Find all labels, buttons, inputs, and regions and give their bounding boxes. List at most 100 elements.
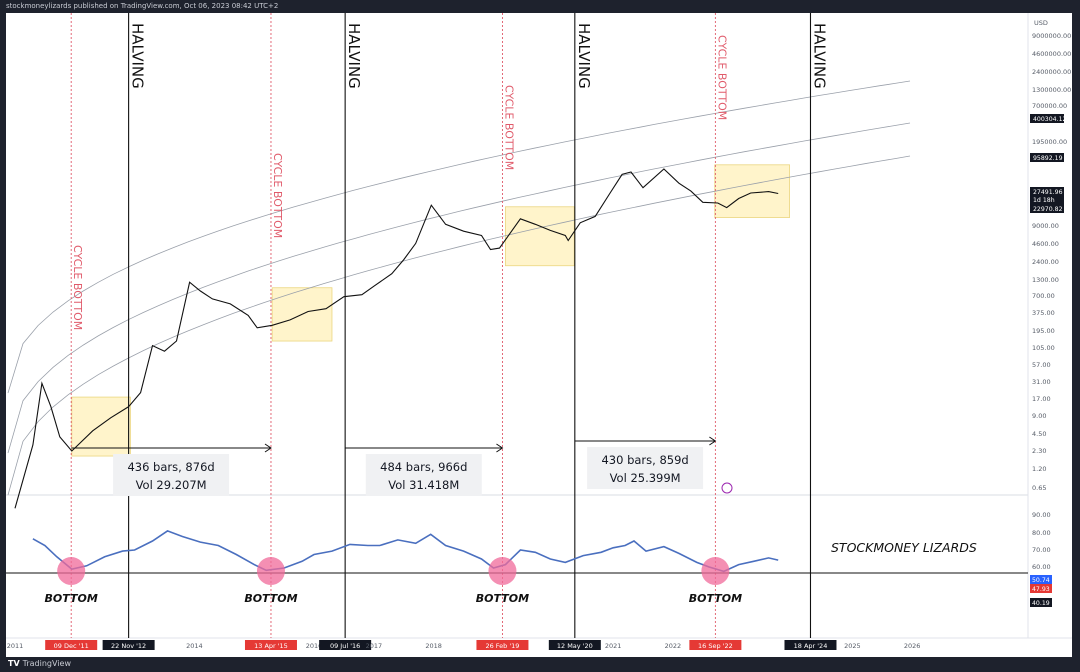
time-axis-tick: 2026 bbox=[904, 642, 921, 650]
price-axis-tick: 17.00 bbox=[1032, 395, 1051, 403]
price-axis-tick: 2.30 bbox=[1032, 447, 1046, 455]
time-axis-badge bbox=[548, 640, 601, 650]
price-axis-tick: 1.20 bbox=[1032, 465, 1046, 473]
oscillator-axis-tick: 70.00 bbox=[1032, 546, 1051, 554]
halving-label: HALVING bbox=[575, 23, 593, 89]
price-badge bbox=[1030, 187, 1064, 196]
time-axis-tick: 2022 bbox=[665, 642, 682, 650]
channel-middle-line bbox=[7, 122, 911, 454]
time-axis-badge bbox=[45, 640, 98, 650]
oscillator-axis-tick: 90.00 bbox=[1032, 511, 1051, 519]
price-badge bbox=[1030, 114, 1064, 123]
price-series-line bbox=[14, 168, 779, 509]
price-axis-tick: 2400000.00 bbox=[1032, 68, 1071, 76]
price-axis-tick: 0.65 bbox=[1032, 484, 1046, 492]
price-axis-tick: 700000.00 bbox=[1032, 102, 1067, 110]
price-axis-tick: 375.00 bbox=[1032, 309, 1055, 317]
bottom-label: BOTTOM bbox=[689, 592, 742, 605]
bottom-label: BOTTOM bbox=[45, 592, 98, 605]
price-axis-tick: 4600.00 bbox=[1032, 240, 1059, 248]
price-axis-tick: 57.00 bbox=[1032, 361, 1051, 369]
price-badge-text: 95892.19 bbox=[1033, 155, 1063, 162]
time-axis-badge bbox=[102, 640, 155, 650]
price-axis-tick: 195000.00 bbox=[1032, 138, 1067, 146]
oscillator-series-line bbox=[32, 530, 779, 573]
accumulation-zone bbox=[714, 164, 790, 218]
accumulation-zone bbox=[505, 206, 575, 267]
time-axis-tick: 2014 bbox=[186, 642, 203, 650]
indicator-marker-icon bbox=[721, 482, 733, 494]
bottom-label: BOTTOM bbox=[476, 592, 529, 605]
oscillator-axis-tick: 60.00 bbox=[1032, 563, 1051, 571]
time-axis-tick: 2011 bbox=[7, 642, 24, 650]
time-axis-tick: 2025 bbox=[844, 642, 861, 650]
price-badge bbox=[1030, 195, 1064, 204]
channel-upper-line bbox=[7, 80, 911, 394]
price-axis-tick: 105.00 bbox=[1032, 344, 1055, 352]
oscillator-badge bbox=[1030, 598, 1052, 607]
time-axis-badge-text: 16 Sep '22 bbox=[698, 642, 733, 650]
halving-label: HALVING bbox=[345, 23, 363, 89]
measure-box bbox=[365, 454, 482, 496]
measure-vol-text: Vol 31.418M bbox=[388, 478, 459, 492]
time-axis-badge-text: 22 Nov '12 bbox=[111, 642, 146, 650]
bottom-circle-marker bbox=[256, 557, 285, 586]
currency-label: USD bbox=[1034, 19, 1048, 27]
measure-box bbox=[113, 454, 230, 496]
time-axis-badge bbox=[244, 640, 297, 650]
oscillator-badge bbox=[1030, 575, 1052, 584]
footer-logo-text: TradingView bbox=[22, 659, 71, 668]
bottom-circle-marker bbox=[57, 557, 86, 586]
measure-bars-text: 436 bars, 876d bbox=[127, 460, 214, 474]
time-axis-badge bbox=[319, 640, 372, 650]
price-axis-tick: 2400.00 bbox=[1032, 258, 1059, 266]
oscillator-axis-tick: 80.00 bbox=[1032, 529, 1051, 537]
time-axis-badge bbox=[476, 640, 529, 650]
bottom-circle-marker bbox=[488, 557, 517, 586]
price-badge bbox=[1030, 204, 1064, 213]
time-axis-badge bbox=[784, 640, 837, 650]
measure-bars-text: 484 bars, 966d bbox=[380, 460, 467, 474]
published-caption: stockmoneylizards published on TradingVi… bbox=[6, 2, 279, 10]
price-axis-tick: 4600000.00 bbox=[1032, 50, 1071, 58]
tradingview-logo-icon: TV bbox=[8, 659, 20, 668]
oscillator-badge-text: 47.93 bbox=[1032, 586, 1050, 593]
cycle-bottom-label: CYCLE BOTTOM bbox=[715, 35, 728, 120]
price-axis-tick: 700.00 bbox=[1032, 292, 1055, 300]
time-axis-badge-text: 12 May '20 bbox=[557, 642, 593, 650]
price-badge-text: 27491.96 bbox=[1033, 189, 1063, 196]
cycle-bottom-label: CYCLE BOTTOM bbox=[502, 85, 515, 170]
price-badge-text: 1d 18h bbox=[1033, 197, 1055, 204]
price-badge-text: 400304.12 bbox=[1033, 116, 1067, 123]
halving-label: HALVING bbox=[129, 23, 147, 89]
price-axis-tick: 9.00 bbox=[1032, 412, 1046, 420]
time-axis-badge-text: 18 Apr '24 bbox=[794, 642, 828, 650]
measure-vol-text: Vol 25.399M bbox=[610, 471, 681, 485]
measure-arrow-icon bbox=[496, 443, 504, 453]
price-badge-text: 22970.82 bbox=[1033, 206, 1063, 213]
cycle-bottom-label: CYCLE BOTTOM bbox=[271, 153, 284, 238]
price-axis-tick: 1300.00 bbox=[1032, 276, 1059, 284]
measure-vol-text: Vol 29.207M bbox=[136, 478, 207, 492]
measure-box bbox=[587, 447, 704, 489]
cycle-bottom-label: CYCLE BOTTOM bbox=[71, 245, 84, 330]
price-axis-tick: 1300000.00 bbox=[1032, 86, 1071, 94]
time-axis-badge bbox=[689, 640, 742, 650]
oscillator-badge-text: 40.19 bbox=[1032, 600, 1050, 607]
price-axis-tick: 9000000.00 bbox=[1032, 32, 1071, 40]
oscillator-badge-text: 50.74 bbox=[1032, 577, 1050, 584]
halving-label: HALVING bbox=[810, 23, 828, 89]
price-axis-tick: 4.50 bbox=[1032, 430, 1046, 438]
time-axis-badge-text: 13 Apr '15 bbox=[254, 642, 288, 650]
time-axis-tick: 2021 bbox=[605, 642, 622, 650]
price-axis-tick: 31.00 bbox=[1032, 378, 1051, 386]
oscillator-title: STOCKMONEY LIZARDS bbox=[831, 540, 977, 555]
time-axis-tick: 2018 bbox=[425, 642, 442, 650]
bottom-label: BOTTOM bbox=[244, 592, 297, 605]
time-axis-tick: 2016 bbox=[306, 642, 323, 650]
chart-svg[interactable]: HALVING HALVING HALVING HALVING CYCLE BOTTOM… bbox=[6, 13, 1072, 657]
time-axis-badge-text: 09 Jul '16 bbox=[330, 642, 360, 650]
measure-bars-text: 430 bars, 859d bbox=[601, 453, 688, 467]
time-axis-badge-text: 09 Dec '11 bbox=[54, 642, 89, 650]
price-badge bbox=[1030, 153, 1064, 162]
